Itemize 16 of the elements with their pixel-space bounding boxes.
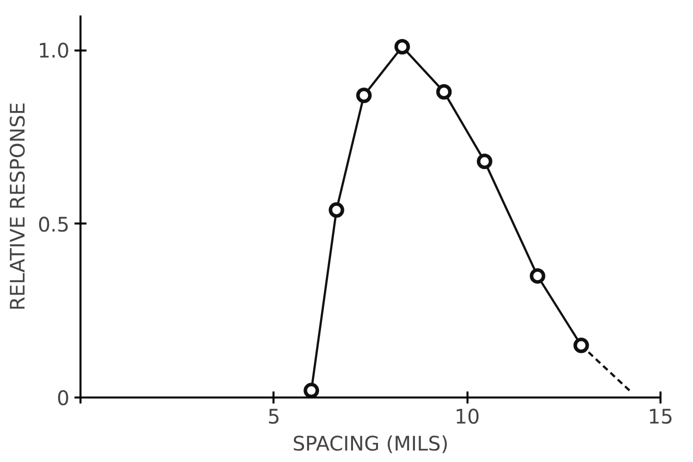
point — [394, 39, 410, 54]
y-tick-label: 0 — [56, 386, 70, 410]
x-tick-label: 15 — [648, 404, 674, 428]
y-tick-label: 1.0 — [38, 38, 70, 63]
point — [573, 338, 589, 354]
y-axis-title: RELATIVE RESPONSE — [6, 102, 30, 311]
point — [436, 84, 452, 100]
point — [476, 154, 492, 170]
y-tick-label: 0.5 — [38, 212, 70, 236]
point — [328, 202, 344, 218]
x-tick-label: 5 — [267, 404, 280, 428]
point — [304, 382, 320, 398]
x-axis-title: SPACING (MILS) — [292, 432, 449, 456]
point — [356, 88, 372, 104]
point — [530, 268, 546, 284]
x-tick-label: 10 — [454, 404, 480, 428]
